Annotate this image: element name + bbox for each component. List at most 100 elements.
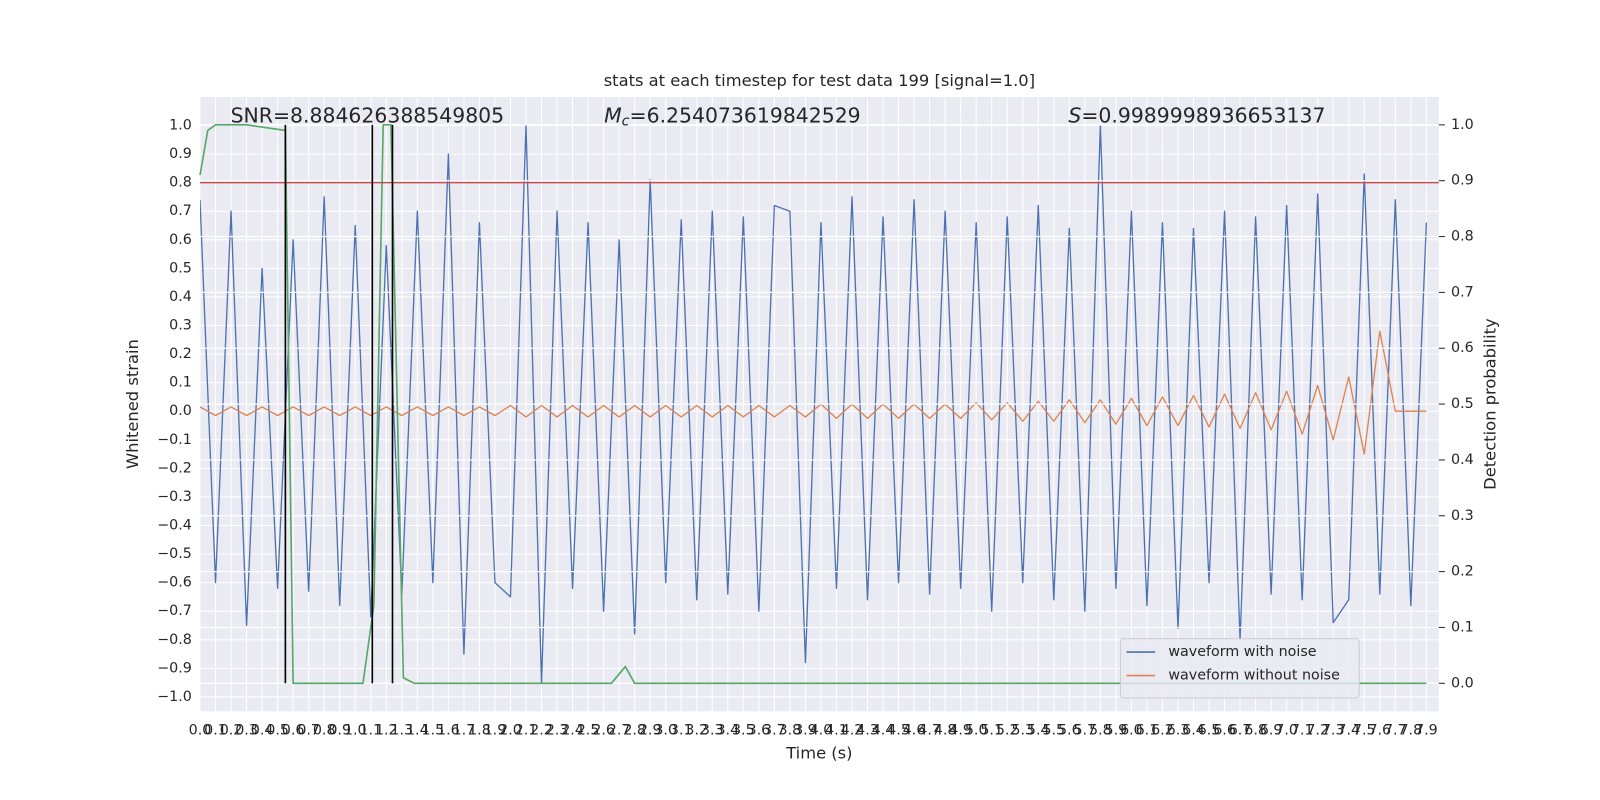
x-tick-label: 0.1 (204, 723, 227, 739)
x-tick-label: 3.7 (763, 723, 786, 739)
y-tick-label: 0.5 (169, 260, 192, 276)
y2-tick-label: 0.8 (1451, 229, 1474, 245)
legend-label: waveform with noise (1168, 644, 1316, 660)
y-tick-label: 0.1 (169, 375, 192, 391)
y2-tick-label: 0.7 (1451, 284, 1474, 300)
x-tick-label: 3.0 (654, 723, 677, 739)
x-tick-label: 0.5 (266, 723, 289, 739)
x-tick-label: 0.6 (282, 723, 305, 739)
annotation: S=0.9989998936653137 (1068, 103, 1325, 127)
annotation: SNR=8.884626388549805 (231, 103, 505, 127)
x-tick-label: 3.3 (701, 723, 724, 739)
x-tick-label: 4.4 (872, 723, 895, 739)
y-axis-label: Whitened strain (123, 339, 142, 469)
x-tick-label: 2.5 (577, 723, 600, 739)
y-tick-label: −0.1 (157, 432, 192, 448)
x-tick-label: 4.1 (825, 723, 848, 739)
x-tick-label: 4.6 (903, 723, 926, 739)
waveform-line (200, 124, 1428, 684)
x-tick-label: 1.5 (422, 723, 445, 739)
annotation-value: =6.254073619842529 (630, 103, 861, 127)
y-tick-label: 0.0 (169, 403, 192, 419)
x-tick-label: 1.2 (375, 723, 398, 739)
x-tick-label: 5.1 (980, 723, 1003, 739)
y2-axis-label: Detection probability (1480, 318, 1499, 490)
y2-tick-label: 0.0 (1451, 675, 1474, 691)
x-tick-label: 7.8 (1399, 723, 1422, 739)
y2-tick-label: 0.6 (1451, 340, 1474, 356)
x-tick-label: 3.5 (732, 723, 755, 739)
x-tick-label: 0.2 (220, 723, 243, 739)
x-tick-label: 1.1 (359, 723, 382, 739)
x-tick-label: 5.0 (965, 723, 988, 739)
y-tick-label: −0.4 (157, 518, 192, 534)
x-tick-label: 7.3 (1322, 723, 1345, 739)
x-tick-label: 2.3 (546, 723, 569, 739)
x-tick-label: 2.9 (639, 723, 662, 739)
y2-tick-label: 0.4 (1451, 452, 1474, 468)
y-tick-label: 0.6 (169, 232, 192, 248)
legend-label: waveform without noise (1168, 668, 1340, 684)
y2-tick-label: 0.5 (1451, 396, 1474, 412)
legend-frame (1119, 638, 1360, 699)
x-tick-label: 4.5 (887, 723, 910, 739)
y-tick-label: −0.8 (157, 632, 192, 648)
y-tick-label: 0.4 (169, 289, 192, 305)
x-tick-label: 5.3 (1011, 723, 1034, 739)
x-tick-label: 1.3 (390, 723, 413, 739)
x-tick-label: 5.4 (1027, 723, 1050, 739)
x-tick-label: 2.1 (515, 723, 538, 739)
y-tick-label: −0.5 (157, 546, 192, 562)
x-axis-label: Time (s) (785, 744, 852, 763)
annotation: Mc=6.254073619842529 (604, 103, 861, 129)
x-tick-label: 0.3 (235, 723, 258, 739)
x-tick-label: 1.6 (437, 723, 460, 739)
x-tick-label: 7.1 (1291, 723, 1314, 739)
chart-title: stats at each timestep for test data 199… (604, 71, 1035, 90)
x-tick-label: 7.2 (1306, 723, 1329, 739)
y-tick-label: 0.2 (169, 346, 192, 362)
x-tick-label: 0.8 (313, 723, 336, 739)
x-tick-label: 0.0 (189, 723, 212, 739)
x-tick-label: 6.0 (1120, 723, 1143, 739)
x-tick-label: 3.6 (748, 723, 771, 739)
x-tick-label: 4.0 (810, 723, 833, 739)
x-tick-label: 2.4 (561, 723, 584, 739)
x-tick-label: 1.7 (453, 723, 476, 739)
x-tick-label: 2.7 (608, 723, 631, 739)
y-tick-label: 1.0 (169, 118, 192, 134)
y-tick-label: −0.2 (157, 460, 192, 476)
x-tick-label: 7.0 (1275, 723, 1298, 739)
x-tick-label: 7.9 (1415, 723, 1438, 739)
waveform-line (200, 330, 1427, 455)
y2-tick-label: 0.9 (1451, 173, 1474, 189)
x-tick-label: 3.9 (794, 723, 817, 739)
x-tick-label: 7.6 (1368, 723, 1391, 739)
x-tick-label: 6.2 (1151, 723, 1174, 739)
x-tick-label: 6.5 (1198, 723, 1221, 739)
x-tick-label: 1.8 (468, 723, 491, 739)
data-layer (200, 124, 1428, 684)
x-tick-label: 5.2 (996, 723, 1019, 739)
x-tick-label: 4.3 (856, 723, 879, 739)
y2-tick-label: 0.2 (1451, 564, 1474, 580)
x-tick-label: 7.4 (1337, 723, 1360, 739)
x-tick-label: 5.6 (1058, 723, 1081, 739)
x-tick-label: 6.7 (1229, 723, 1252, 739)
x-tick-label: 6.8 (1244, 723, 1267, 739)
x-tick-label: 2.2 (530, 723, 553, 739)
y2-tick-label: 1.0 (1451, 117, 1474, 133)
y-tick-label: −0.6 (157, 575, 192, 591)
x-tick-label: 0.4 (251, 723, 274, 739)
y-tick-label: −0.3 (157, 489, 192, 505)
x-tick-label: 3.1 (670, 723, 693, 739)
x-tick-label: 5.7 (1073, 723, 1096, 739)
annotation-symbol: S (1068, 103, 1081, 127)
x-tick-label: 5.9 (1105, 723, 1128, 739)
x-tick-label: 5.8 (1089, 723, 1112, 739)
x-tick-label: 4.2 (841, 723, 864, 739)
x-tick-label: 4.9 (949, 723, 972, 739)
x-tick-label: 6.9 (1260, 723, 1283, 739)
y-tick-label: 0.8 (169, 175, 192, 191)
y-tick-label: 0.9 (169, 146, 192, 162)
